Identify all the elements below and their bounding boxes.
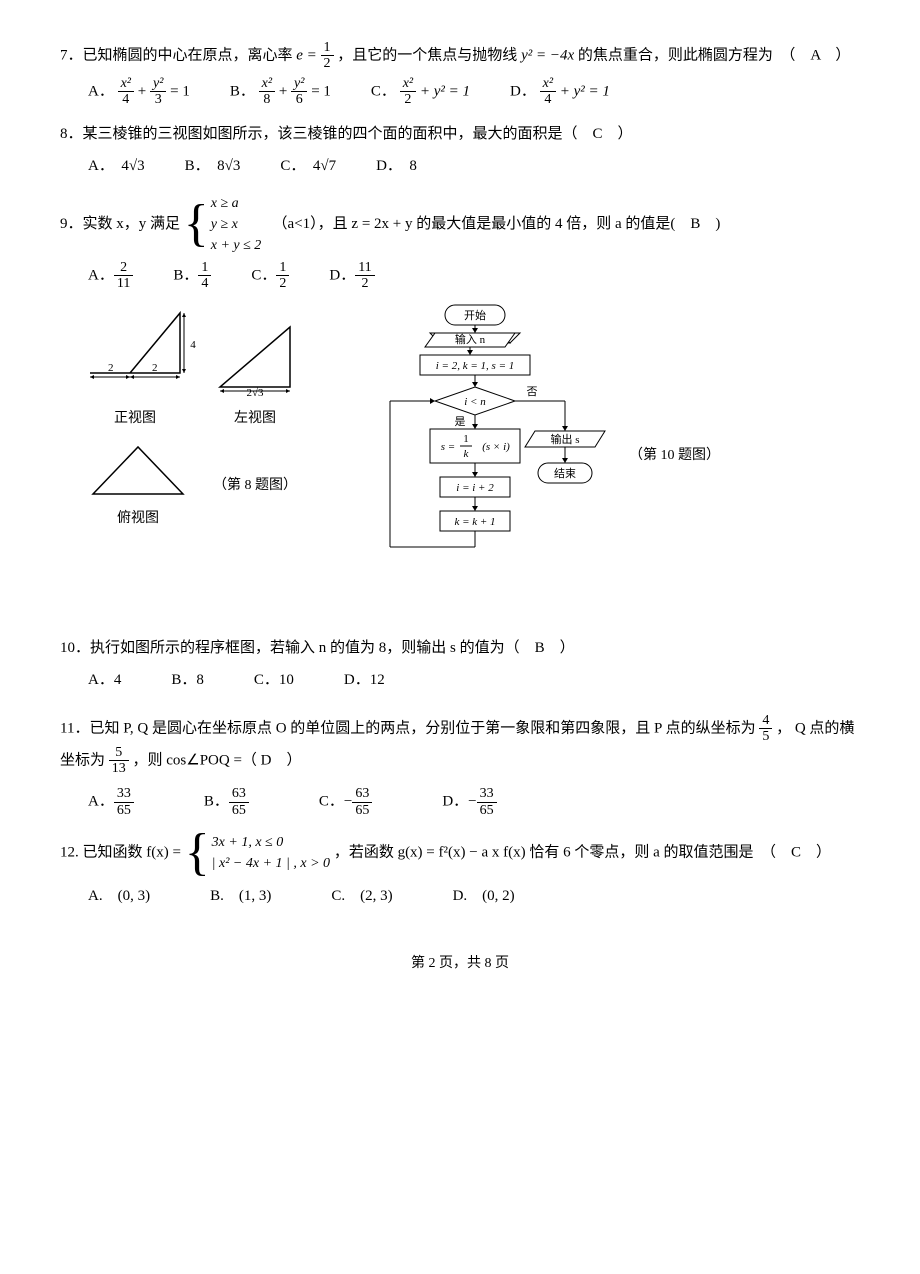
svg-text:i < n: i < n [464, 396, 486, 408]
q9-opt-b: B．14 [173, 260, 211, 292]
svg-text:i = i + 2: i = i + 2 [456, 482, 494, 494]
q12-opt-b: B. (1, 3) [210, 882, 271, 911]
svg-text:开始: 开始 [464, 308, 486, 322]
q10-stem: 10．执行如图所示的程序框图，若输入 n 的值为 8，则输出 s 的值为（ B … [60, 634, 860, 663]
q7-opt-c: C． x²2 + y² = 1 [371, 76, 470, 108]
q8-stem: 8．某三棱锥的三视图如图所示，该三棱锥的四个面的面积中，最大的面积是（ C ） [60, 120, 860, 149]
svg-text:是: 是 [455, 415, 466, 428]
svg-text:2: 2 [152, 362, 158, 374]
side-label: 左视图 [234, 406, 276, 433]
q8-options: A． 4√3 B． 8√3 C． 4√7 D． 8 [88, 152, 860, 181]
q7-e-frac: 12 [321, 40, 334, 72]
q7-stem-a: 7．已知椭圆的中心在原点，离心率 [60, 47, 296, 63]
q11-opt-a: A．3365 [88, 786, 134, 818]
q7-opt-b: B． x²8 + y²6 = 1 [230, 76, 331, 108]
top-view-svg [83, 439, 193, 504]
q11-opt-c: C．−6365 [319, 786, 372, 818]
svg-text:s =: s = [441, 441, 455, 453]
q11-stem-c: ，则 cos∠POQ =（ D ） [133, 752, 302, 768]
svg-text:(s × i): (s × i) [482, 441, 510, 453]
flowchart-svg: 开始 输入 n i = 2, k = 1, s = 1 i < n 是 否 输出… [330, 303, 620, 613]
top-label: 俯视图 [117, 506, 159, 533]
q7-e: e = [296, 47, 317, 63]
front-view-svg: 2 2 [80, 303, 190, 383]
q8-opt-c: C． 4√7 [280, 152, 336, 181]
q7-options: A． x²4 + y²3 = 1 B． x²8 + y²6 = 1 C． x²2… [88, 76, 860, 108]
q11-opt-d: D．−3365 [442, 786, 496, 818]
q12-opt-c: C. (2, 3) [331, 882, 392, 911]
svg-text:k = k + 1: k = k + 1 [454, 516, 495, 528]
q11-opt-b: B．6365 [204, 786, 249, 818]
question-12: 12. 已知函数 f(x) = { 3x + 1, x ≤ 0 | x² − 4… [60, 832, 860, 911]
q12-stem-b: ，若函数 g(x) = f²(x) − a x f(x) 恰有 6 个零点，则 … [334, 845, 831, 861]
svg-text:输入 n: 输入 n [455, 332, 486, 346]
q7-opt-a: A． x²4 + y²3 = 1 [88, 76, 190, 108]
svg-text:1: 1 [463, 433, 469, 445]
question-8: 8．某三棱锥的三视图如图所示，该三棱锥的四个面的面积中，最大的面积是（ C ） … [60, 120, 860, 181]
three-views: 2 2 4 正视图 2√3 左视图 [80, 303, 300, 532]
q11-stem-a: 11．已知 P, Q 是圆心在坐标原点 O 的单位圆上的两点，分别位于第一象限和… [60, 720, 756, 736]
q12-stem-a: 12. 已知函数 f(x) = [60, 845, 181, 861]
figures-row: 2 2 4 正视图 2√3 左视图 [80, 303, 860, 624]
question-7: 7．已知椭圆的中心在原点，离心率 e = 12 ，且它的一个焦点与抛物线 y² … [60, 40, 860, 108]
q12-system: { 3x + 1, x ≤ 0 | x² − 4x + 1 | , x > 0 [185, 832, 330, 874]
svg-text:结束: 结束 [554, 467, 576, 480]
page-footer: 第 2 页，共 8 页 [60, 951, 860, 978]
q8-opt-d: D． 8 [376, 152, 417, 181]
q10-opt-c: C．10 [254, 666, 294, 695]
svg-text:否: 否 [527, 386, 538, 398]
q9-options: A．211 B．14 C．12 D．112 [88, 260, 860, 292]
svg-text:输出 s: 输出 s [550, 432, 579, 446]
q7-stem-b: ，且它的一个焦点与抛物线 [337, 47, 521, 63]
q11-options: A．3365 B．6365 C．−6365 D．−3365 [88, 786, 860, 818]
flowchart: 开始 输入 n i = 2, k = 1, s = 1 i < n 是 否 输出… [330, 303, 620, 624]
fig8-caption: （第 8 题图） [213, 473, 297, 500]
q12-options: A. (0, 3) B. (1, 3) C. (2, 3) D. (0, 2) [88, 882, 860, 911]
svg-text:i = 2, k = 1, s = 1: i = 2, k = 1, s = 1 [436, 360, 515, 372]
q9-stem-b: （a<1），且 z = 2x + y 的最大值是最小值的 4 倍，则 a 的值是… [273, 216, 721, 232]
q12-opt-a: A. (0, 3) [88, 882, 150, 911]
q8-opt-a: A． 4√3 [88, 152, 145, 181]
svg-text:2: 2 [108, 362, 114, 374]
q9-opt-c: C．12 [251, 260, 289, 292]
question-11: 11．已知 P, Q 是圆心在坐标原点 O 的单位圆上的两点，分别位于第一象限和… [60, 713, 860, 818]
q7-stem-c: 的焦点重合，则此椭圆方程为 （ A ） [578, 47, 851, 63]
fig10-caption: （第 10 题图） [629, 443, 720, 470]
q9-opt-d: D．112 [329, 260, 374, 292]
q9-system: { x ≥ a y ≥ x x + y ≤ 2 [184, 193, 262, 256]
q8-opt-b: B． 8√3 [185, 152, 241, 181]
question-10: 10．执行如图所示的程序框图，若输入 n 的值为 8，则输出 s 的值为（ B … [60, 634, 860, 695]
q12-opt-d: D. (0, 2) [453, 882, 515, 911]
q7-parab: y² = −4x [521, 47, 574, 63]
q9-stem-a: 9．实数 x，y 满足 [60, 216, 180, 232]
q10-opt-d: D．12 [344, 666, 385, 695]
q10-opt-b: B．8 [171, 666, 204, 695]
question-9: 9．实数 x，y 满足 { x ≥ a y ≥ x x + y ≤ 2 （a<1… [60, 193, 860, 292]
q7-opt-d: D． x²4 + y² = 1 [510, 76, 610, 108]
q10-options: A．4 B．8 C．10 D．12 [88, 666, 860, 695]
q10-opt-a: A．4 [88, 666, 121, 695]
q9-opt-a: A．211 [88, 260, 133, 292]
front-label: 正视图 [114, 406, 156, 433]
